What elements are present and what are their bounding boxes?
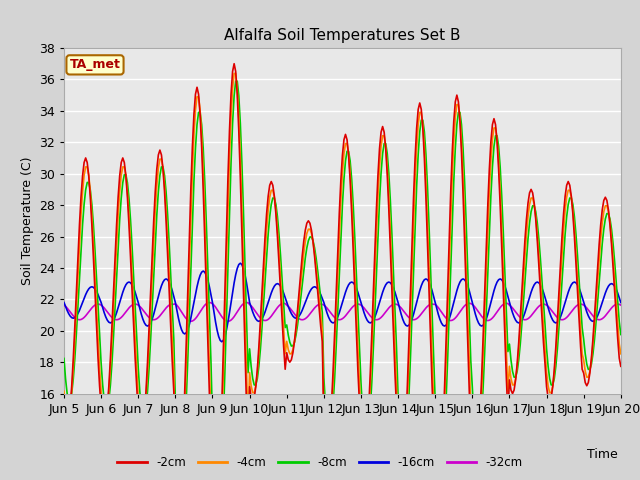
Title: Alfalfa Soil Temperatures Set B: Alfalfa Soil Temperatures Set B [224, 28, 461, 43]
Text: TA_met: TA_met [70, 59, 120, 72]
Legend: -2cm, -4cm, -8cm, -16cm, -32cm: -2cm, -4cm, -8cm, -16cm, -32cm [113, 452, 527, 474]
Y-axis label: Soil Temperature (C): Soil Temperature (C) [20, 156, 33, 285]
Text: Time: Time [587, 448, 618, 461]
